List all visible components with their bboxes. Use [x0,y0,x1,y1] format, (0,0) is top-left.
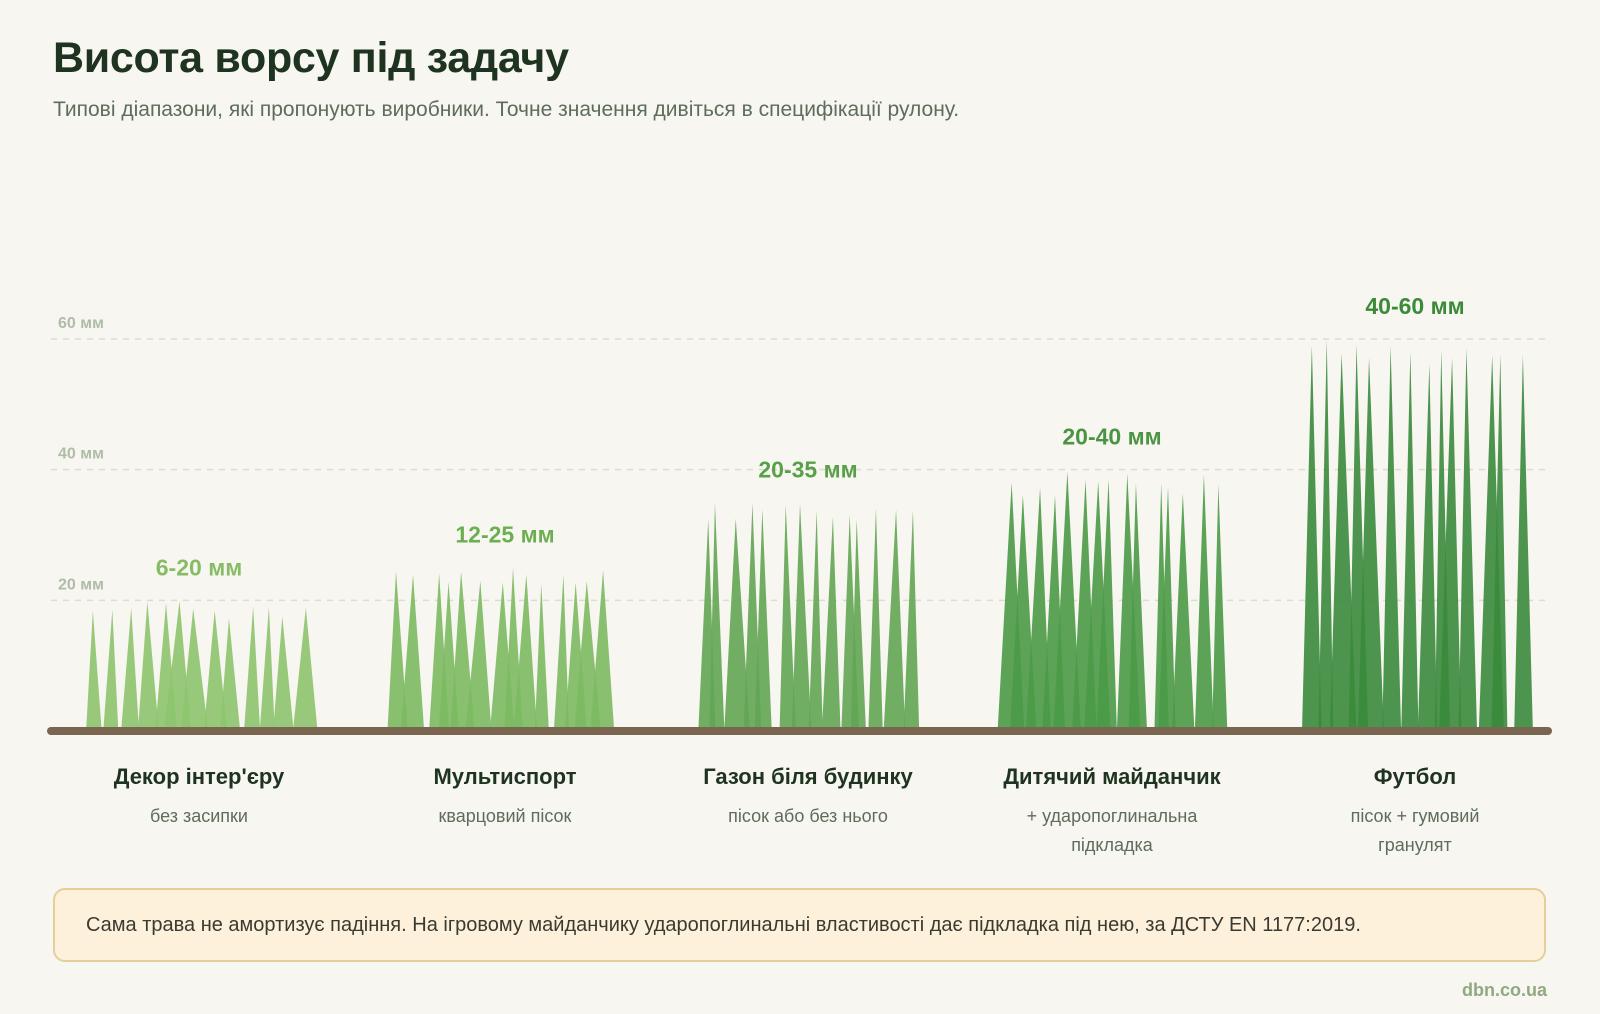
grass-blade [883,509,906,731]
grass-blade [1357,358,1384,731]
chart-subtitle: Типові діапазони, які пропонують виробни… [53,98,960,121]
range-label: 20-40 мм [1062,424,1161,450]
grass-blade [868,508,883,731]
grass-blade [1417,363,1438,731]
grass-blade [1194,474,1214,731]
info-note: Сама трава не амортизує падіння. На ігро… [53,888,1546,962]
category-note: кварцовий пісок [439,806,572,826]
grass-blade [465,580,492,731]
y-tick-label: 60 мм [58,315,104,332]
grass-blade [1158,486,1176,731]
grass-blade [1096,479,1117,731]
grass-group-1 [387,568,615,731]
grass-blade [754,509,772,731]
category-label: Мультиспорт [433,764,576,789]
grass-blade [387,571,408,731]
grass-blade [219,618,241,731]
category-label: Газон біля будинку [703,764,913,789]
grass-blade [1329,353,1357,731]
grass-blade [808,510,823,731]
grass-group-0 [86,601,318,731]
grass-blade [791,504,812,731]
grass-blades [86,339,1533,731]
grass-blade [1401,351,1419,731]
grass-blade [513,574,538,731]
y-tick-label: 20 мм [58,576,104,593]
grass-blade [850,519,866,731]
grass-blade [534,583,549,731]
grass-blade [203,610,228,731]
grass-blade [1491,354,1508,731]
source-credit: dbn.co.ua [1462,980,1547,1000]
grass-group-4 [1302,339,1533,731]
range-label: 20-35 мм [758,456,857,482]
category-note: + ударопоглинальна підкладка [1027,806,1199,855]
grass-blade [1382,346,1402,731]
grass-blade [709,503,725,731]
category-label: Футбол [1374,764,1457,789]
chart-title: Висота ворсу під задачу [53,34,569,82]
category-label: Дитячий майданчик [1003,764,1221,789]
grass-blade [724,518,751,731]
category-note: пісок або без нього [728,806,888,826]
grass-blade [1128,483,1148,731]
range-label: 12-25 мм [455,522,554,548]
grass-group-2 [698,503,920,731]
grass-blade [400,574,425,731]
grass-blade [1025,488,1051,731]
category-label: Декор інтер'єру [114,764,285,789]
category-note: пісок + гумовий гранулят [1351,806,1480,855]
grass-group-3 [997,471,1228,731]
y-tick-label: 40 мм [58,446,104,463]
grass-blade [590,570,615,731]
grass-blade [273,616,294,731]
grass-blade [243,606,261,731]
grass-blade [1318,339,1334,731]
grass-blade [553,575,570,731]
grass-blade [86,610,102,731]
grass-blade [180,608,209,731]
grass-blade [103,609,119,731]
grass-blade [292,607,318,731]
range-label: 40-60 мм [1365,293,1464,319]
range-label: 6-20 мм [156,554,242,580]
chart-labels: 20 мм 40 мм 60 мм 6-20 мм Декор інтер'єру без… [58,293,1479,855]
grass-blade [1212,484,1228,731]
grass-blade [1302,345,1322,731]
grass-blade [1053,471,1081,731]
grass-blade [779,505,796,731]
category-note: без засипки [150,806,248,826]
grass-blade [137,601,159,731]
grass-blade [1439,357,1462,731]
grass-blade [1172,493,1195,731]
grass-blade [821,516,841,731]
grass-blade [1514,354,1533,731]
info-note-text: Сама трава не амортизує падіння. На ігро… [86,913,1361,936]
grass-blade [903,510,920,731]
grass-blade [450,571,475,731]
grass-blade [259,606,275,731]
grass-blade [1458,348,1478,731]
grass-blade [121,607,140,731]
